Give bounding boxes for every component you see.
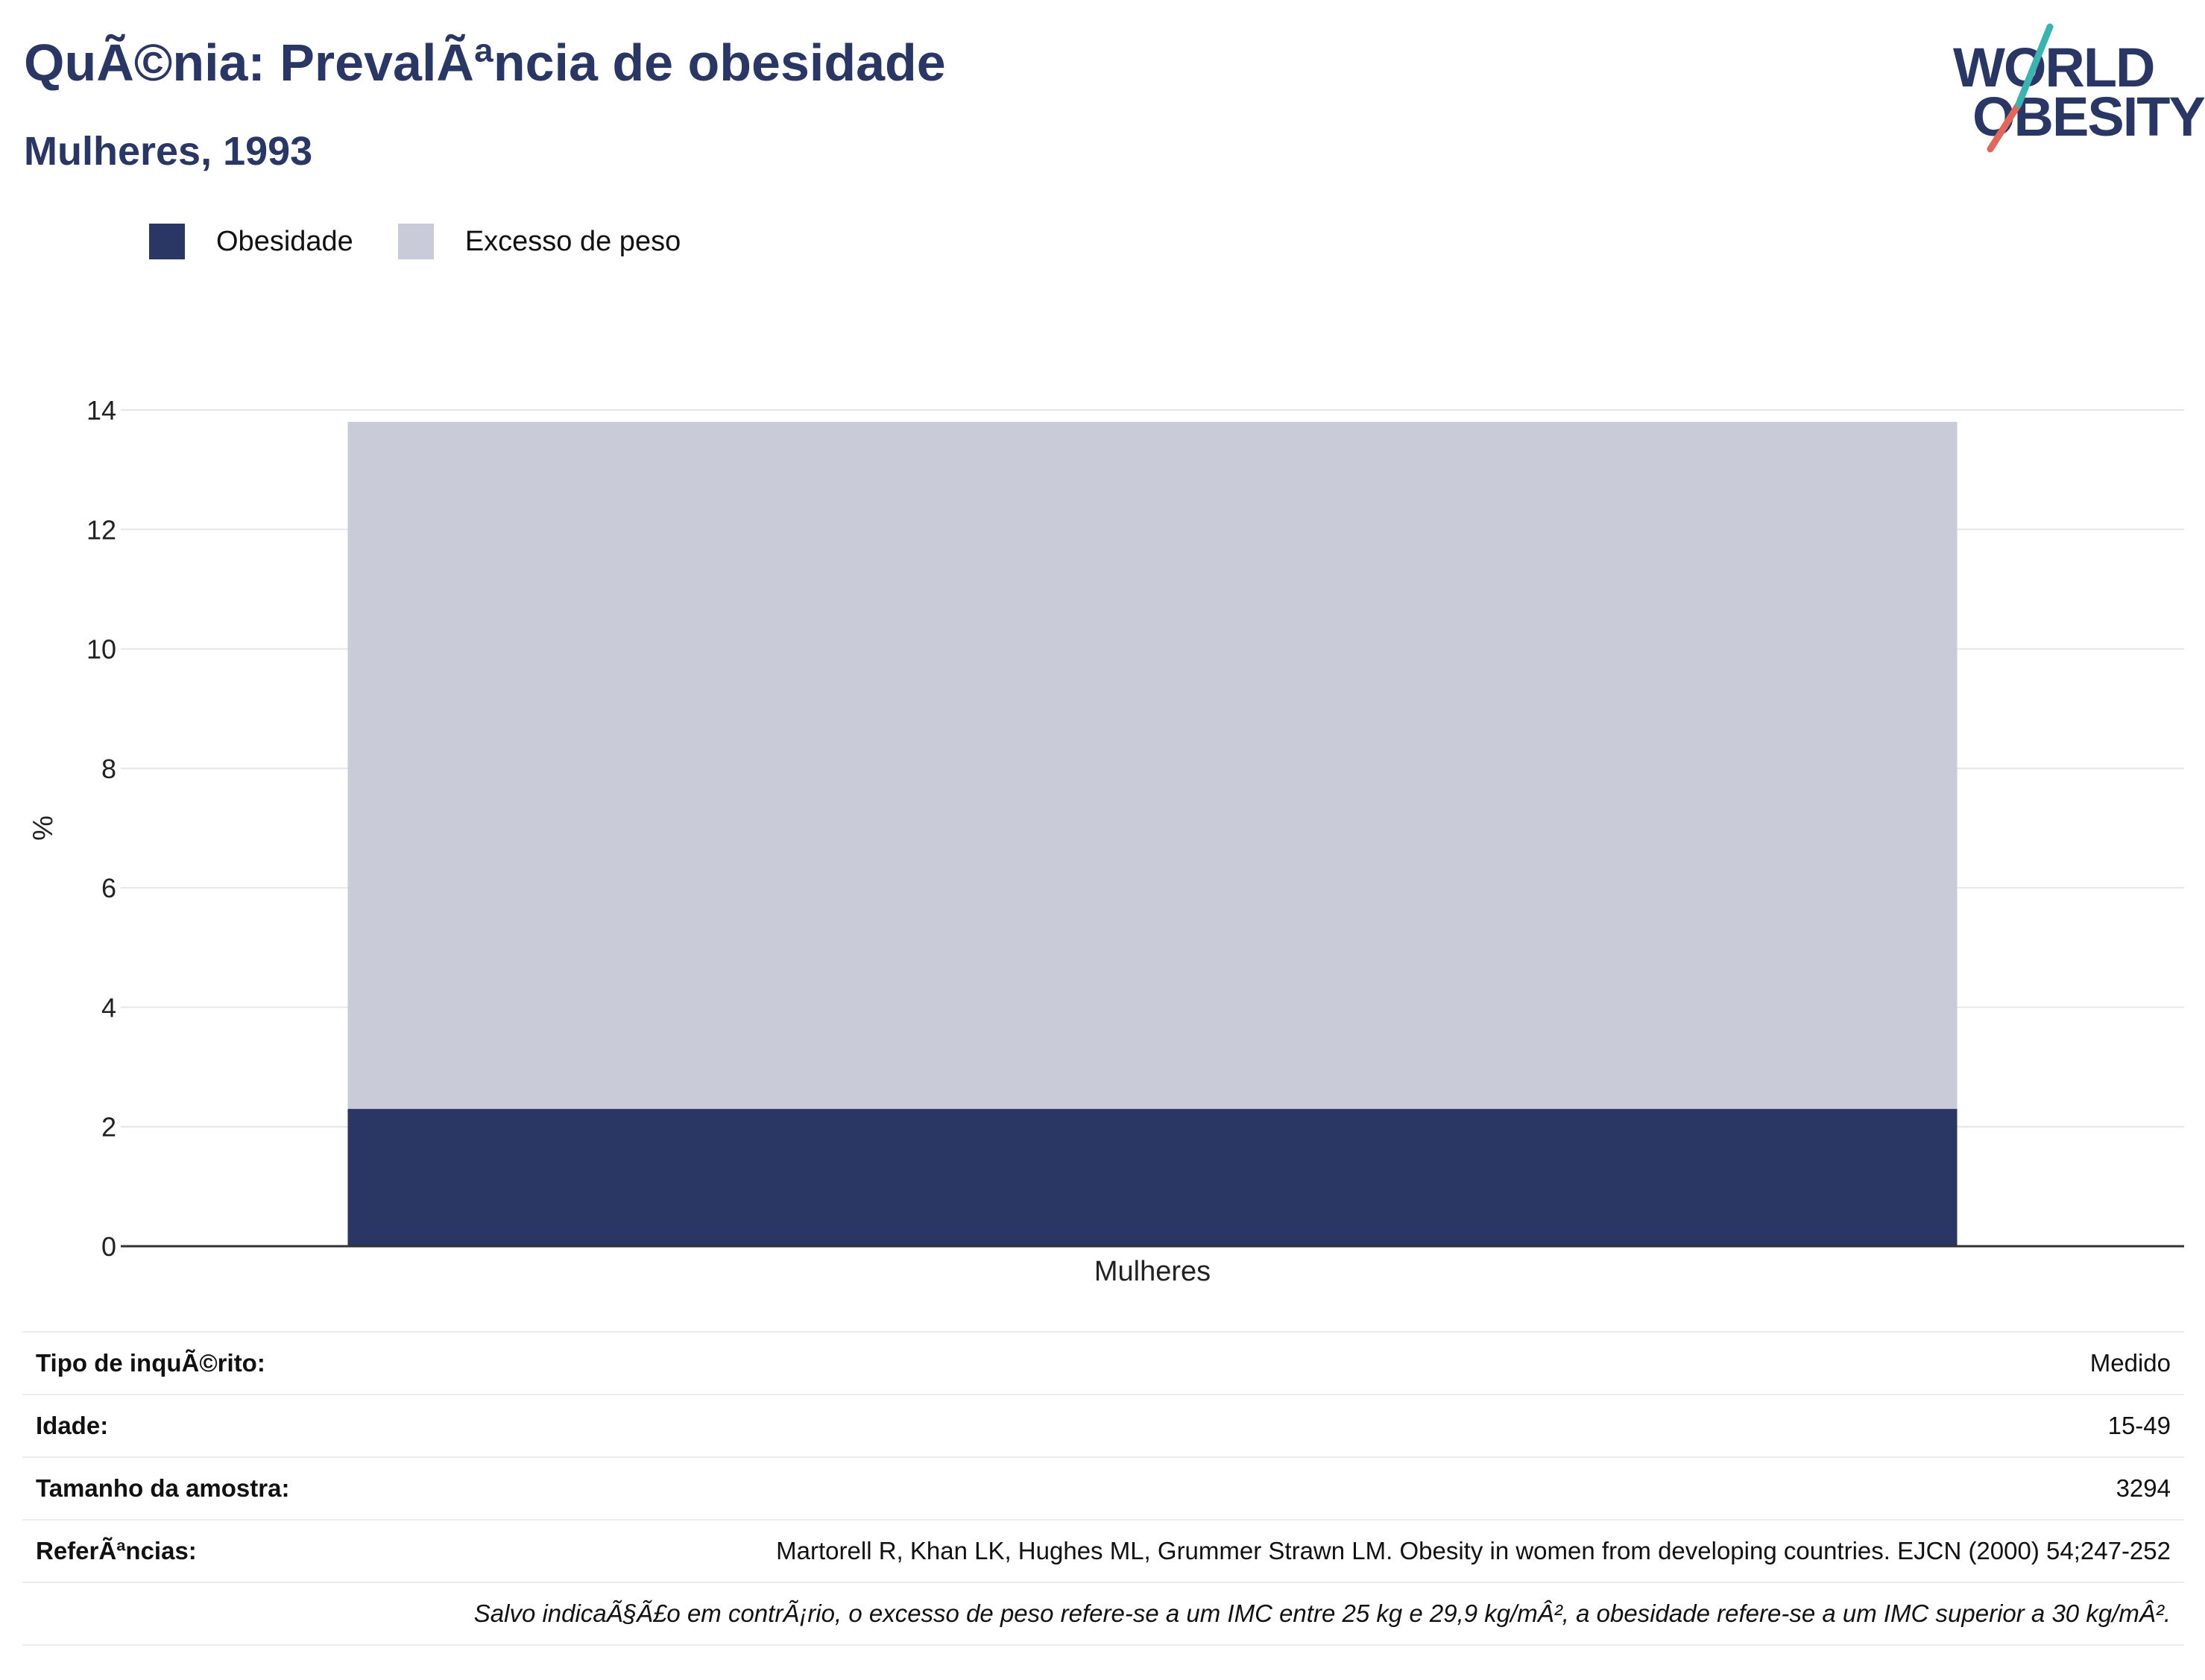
bar-chart: 0 2 4 6 8 10 12 14% Mulheres	[28, 395, 2184, 1287]
info-table: Tipo de inquÃ©rito: Medido Idade: 15-49 …	[22, 1331, 2184, 1646]
info-row-references: ReferÃªncias: Martorell R, Khan LK, Hugh…	[22, 1519, 2184, 1582]
y-tick-label: 14	[86, 395, 116, 426]
y-axis-label: %	[28, 815, 59, 841]
info-value-survey-type: Medido	[2089, 1349, 2171, 1377]
x-tick-label: Mulheres	[1094, 1256, 1211, 1287]
legend-swatch-excesso-de-peso	[397, 224, 434, 259]
y-tick-label: 10	[86, 634, 116, 665]
bar-obesidade	[347, 1108, 1958, 1246]
info-row-survey-type: Tipo de inquÃ©rito: Medido	[22, 1331, 2184, 1394]
info-label-age: Idade:	[36, 1412, 109, 1439]
y-tick-label: 0	[101, 1231, 116, 1262]
y-tick-label: 2	[101, 1112, 116, 1143]
info-row-note: Salvo indicaÃ§Ã£o em contrÃ¡rio, o exces…	[22, 1582, 2184, 1646]
y-tick-label: 6	[101, 873, 116, 903]
logo-line-1: WORLD	[1953, 37, 2155, 98]
bar-excesso-de-peso	[347, 422, 1958, 1109]
definition-note: Salvo indicaÃ§Ã£o em contrÃ¡rio, o exces…	[473, 1600, 2171, 1627]
legend-item-obesidade[interactable]: Obesidade	[149, 224, 353, 259]
info-label-survey-type: Tipo de inquÃ©rito:	[36, 1349, 265, 1377]
info-label-sample-size: Tamanho da amostra:	[36, 1474, 290, 1502]
logo-slash-icon	[1987, 23, 2054, 153]
page-title: QuÃ©nia: PrevalÃªncia de obesidade	[24, 34, 946, 92]
info-label-references: ReferÃªncias:	[36, 1537, 197, 1564]
info-row-sample-size: Tamanho da amostra: 3294	[22, 1456, 2184, 1519]
y-tick-label: 8	[101, 754, 116, 784]
legend-item-excesso-de-peso[interactable]: Excesso de peso	[397, 224, 681, 259]
y-tick-label: 12	[86, 514, 116, 545]
world-obesity-logo[interactable]: WORLD OBESITY	[1938, 21, 2205, 162]
legend-swatch-obesidade	[149, 224, 185, 259]
y-tick-label: 4	[101, 992, 116, 1023]
info-value-age: 15-49	[2107, 1412, 2171, 1439]
info-value-references: Martorell R, Khan LK, Hughes ML, Grummer…	[776, 1537, 2171, 1564]
legend-label-obesidade: Obesidade	[216, 225, 353, 257]
chart-legend: Obesidade Excesso de peso	[149, 221, 725, 262]
page-subtitle: Mulheres, 1993	[24, 129, 313, 174]
legend-label-excesso-de-peso: Excesso de peso	[464, 225, 681, 257]
info-value-sample-size: 3294	[2116, 1474, 2171, 1502]
info-row-age: Idade: 15-49	[22, 1394, 2184, 1456]
